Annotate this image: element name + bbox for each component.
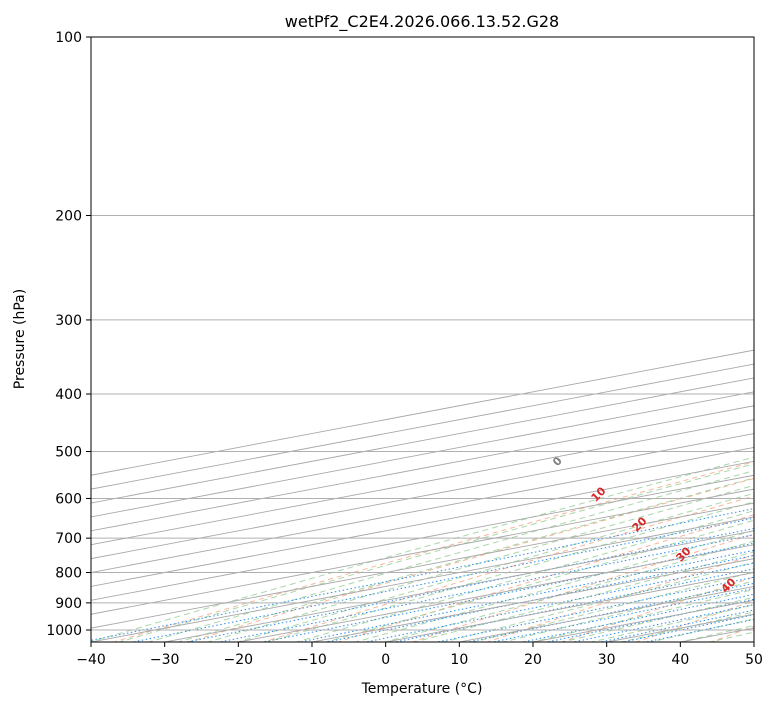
mixing-ratio-line — [217, 534, 754, 642]
isotherm — [91, 474, 754, 601]
moist-adiabat — [382, 540, 754, 642]
isotherm — [91, 488, 754, 615]
reference-line-labels: 0.10.20.40.611.52346810131620253036-100-… — [550, 454, 739, 596]
y-tick-label: 1000 — [46, 623, 82, 639]
isotherm — [162, 530, 754, 642]
y-tick-label: 300 — [55, 313, 82, 329]
moist-adiabat — [147, 470, 754, 642]
mixing-ratio-line — [490, 587, 754, 642]
mixing-ratio-lines — [91, 508, 754, 642]
isotherm — [91, 446, 754, 573]
moist-adiabat — [323, 519, 754, 642]
theta-w-label: 30 — [674, 544, 694, 564]
isotherm — [457, 585, 754, 642]
mixing-ratio-line — [130, 517, 754, 642]
isotherm — [91, 502, 754, 629]
moist-adiabat — [206, 484, 754, 642]
dry-adiabat — [336, 514, 754, 642]
mixing-ratio-line — [91, 508, 754, 641]
isotherm — [91, 516, 754, 642]
mixing-ratio-line — [544, 598, 754, 642]
y-tick-label: 500 — [55, 444, 82, 460]
moist-adiabat — [648, 618, 754, 642]
dry-adiabat — [187, 477, 754, 642]
dry-adiabat — [411, 533, 754, 642]
moist-adiabat — [530, 588, 754, 642]
x-tick-label: 20 — [524, 652, 542, 668]
dry-adiabat — [560, 576, 754, 642]
isotherms — [91, 349, 754, 642]
theta-w-label: 0 — [550, 454, 565, 469]
mixing-ratio-line — [324, 554, 754, 642]
dry-adiabats — [112, 461, 754, 642]
moist-adiabat — [677, 625, 754, 642]
moist-adiabat — [176, 477, 754, 642]
y-axis-label: Pressure (hPa) — [12, 289, 28, 389]
moist-adiabat — [559, 596, 754, 642]
x-tick-label: 30 — [598, 652, 616, 668]
isotherm — [91, 405, 754, 532]
y-tick-label: 600 — [55, 491, 82, 507]
isotherm — [91, 433, 754, 560]
isotherm — [91, 363, 754, 490]
plot-area: 0.10.20.40.611.52346810131620253036-100-… — [91, 37, 754, 642]
mixing-ratio-line — [520, 593, 754, 642]
y-tick-label: 800 — [55, 566, 82, 582]
plot-frame — [90, 36, 755, 643]
x-tick-label: −10 — [297, 652, 327, 668]
isotherm — [751, 641, 754, 642]
moist-adiabat — [117, 463, 754, 642]
x-tick-label: −20 — [224, 652, 254, 668]
moist-adiabats — [91, 456, 754, 642]
x-tick-label: −40 — [76, 652, 106, 668]
moist-adiabat — [500, 580, 754, 642]
x-tick-label: 50 — [745, 652, 763, 668]
isotherm — [236, 544, 754, 642]
dry-adiabat — [709, 625, 754, 642]
y-axis: 100 200 300 400 500 600 700 800 900 1000 — [46, 30, 91, 639]
moist-adiabat — [412, 551, 754, 642]
y-tick-label: 400 — [55, 387, 82, 403]
mixing-ratio-line — [261, 542, 754, 642]
x-axis-label: Temperature (°C) — [361, 681, 483, 697]
x-tick-label: 10 — [450, 652, 468, 668]
moist-adiabat — [265, 501, 754, 642]
isobars — [91, 37, 754, 631]
y-tick-label: 900 — [55, 596, 82, 612]
y-tick-label: 100 — [55, 30, 82, 46]
x-axis: −40 −30 −20 −10 0 10 20 30 40 50 — [76, 642, 763, 668]
dry-adiabat — [112, 461, 754, 642]
isotherm — [91, 460, 754, 587]
isotherm — [91, 419, 754, 546]
isotherm — [678, 627, 754, 642]
mixing-ratio-line — [434, 576, 754, 642]
isotherm — [91, 377, 754, 504]
moist-adiabat — [441, 561, 754, 642]
mixing-ratio-line — [363, 562, 754, 642]
y-tick-label: 200 — [55, 209, 82, 225]
x-tick-label: −30 — [150, 652, 180, 668]
isotherm — [530, 599, 754, 642]
mixing-ratio-line — [620, 614, 754, 642]
isotherm — [91, 391, 754, 518]
chart-title: wetPf2_C2E4.2026.066.13.52.G28 — [285, 12, 559, 32]
moist-adiabat — [235, 492, 754, 642]
x-tick-label: 0 — [381, 652, 390, 668]
moist-adiabat — [471, 571, 754, 642]
isotherm — [91, 349, 754, 476]
y-tick-label: 700 — [55, 531, 82, 547]
isotherm — [309, 558, 754, 642]
x-tick-label: 40 — [671, 652, 689, 668]
moist-adiabat — [353, 529, 754, 642]
